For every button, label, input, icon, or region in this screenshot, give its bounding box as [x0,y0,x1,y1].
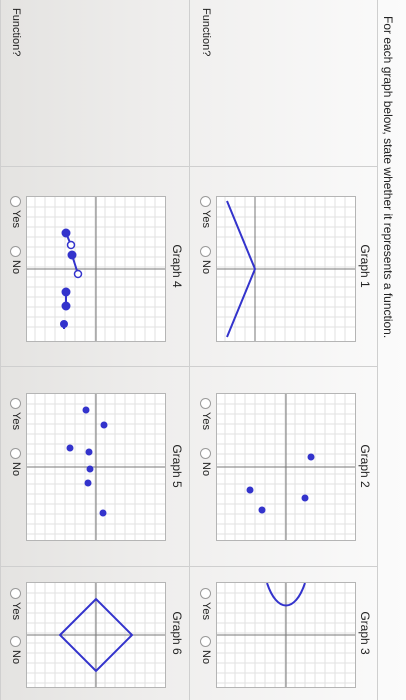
graph-2-plot [217,394,355,540]
graph-4-closed-endpoint [61,287,71,297]
graph-4-open-endpoint [66,240,76,250]
graph-5-no-label: No [10,462,22,477]
graph-6-curve [58,597,134,673]
graph-6-no-label: No [10,650,22,665]
graph-5-point [82,406,90,414]
graph-2-no-option[interactable]: No [200,448,212,476]
graph-3 [216,582,356,688]
graph-4-no-label: No [10,260,22,275]
graph-4-open-endpoint [73,269,83,279]
graph-5-point [66,444,74,452]
graph-6-title: Graph 6 [170,611,184,655]
graph-4-no-option[interactable]: No [10,246,22,274]
function-label-row-1: Function? [200,8,212,57]
graph-3-curve [266,582,306,607]
graph-4-plot [27,197,165,341]
function-label-row-2: Function? [10,8,22,57]
graph-3-title: Graph 3 [358,611,372,655]
table-row-divider [189,0,190,700]
graph-4-title: Graph 4 [170,244,184,288]
graph-4-yes-option[interactable]: Yes [10,196,22,228]
graph-6-yes-label: Yes [10,602,22,620]
graph-6-yes-option[interactable]: Yes [10,588,22,620]
graph-table: Function? Function? Graph 1 Yes No Graph… [0,0,378,700]
graph-4-closed-endpoint [61,228,71,238]
table-col-divider-1 [0,166,378,167]
graph-5-point [99,509,107,517]
graph-1-no-radio[interactable] [200,246,212,257]
graph-2-yes-label: Yes [200,412,212,430]
graph-1 [216,196,356,342]
table-col-divider-3 [0,566,378,567]
graph-2-yes-radio[interactable] [200,398,212,409]
table-border-top [377,0,378,700]
graph-5-point [100,421,108,429]
graph-1-no-label: No [200,260,212,275]
table-col-divider-2 [0,366,378,367]
graph-4 [26,196,166,342]
graph-4-closed-endpoint [60,320,68,328]
graph-6-no-radio[interactable] [10,636,22,647]
graph-5-no-radio[interactable] [10,448,22,459]
graph-6-no-option[interactable]: No [10,636,22,664]
graph-1-yes-label: Yes [200,210,212,228]
graph-3-yes-label: Yes [200,602,212,620]
graph-5-point [84,479,92,487]
graph-1-yes-radio[interactable] [200,196,212,207]
graph-5-plot [27,394,165,540]
graph-5-yes-option[interactable]: Yes [10,398,22,430]
graph-2-title: Graph 2 [358,444,372,488]
graph-5 [26,393,166,541]
graph-4-closed-endpoint [67,250,77,260]
graph-2-point [307,453,315,461]
graph-4-yes-radio[interactable] [10,196,22,207]
graph-4-no-radio[interactable] [10,246,22,257]
graph-1-title: Graph 1 [358,244,372,288]
graph-5-point [86,465,94,473]
graph-1-plot [217,197,355,341]
graph-4-yes-label: Yes [10,210,22,228]
graph-4-closed-endpoint [61,301,71,311]
graph-2-point [246,486,254,494]
graph-3-plot [217,582,355,687]
graph-6 [26,582,166,688]
graph-5-title: Graph 5 [170,444,184,488]
graph-3-yes-radio[interactable] [200,588,212,599]
question-prompt: For each graph below, state whether it r… [381,16,395,339]
graph-5-point [85,448,93,456]
graph-5-yes-label: Yes [10,412,22,430]
graph-2-yes-option[interactable]: Yes [200,398,212,430]
graph-6-plot [27,583,165,687]
graph-2-no-radio[interactable] [200,448,212,459]
graph-2-point [258,506,266,514]
graph-3-no-radio[interactable] [200,636,212,647]
graph-1-no-option[interactable]: No [200,246,212,274]
graph-3-yes-option[interactable]: Yes [200,588,212,620]
table-border-bottom [0,0,1,700]
graph-3-no-label: No [200,650,212,665]
graph-6-yes-radio[interactable] [10,588,22,599]
graph-3-no-option[interactable]: No [200,636,212,664]
graph-1-curve [226,200,257,338]
graph-2-point [301,494,309,502]
graph-1-yes-option[interactable]: Yes [200,196,212,228]
graph-2-no-label: No [200,462,212,477]
graph-5-no-option[interactable]: No [10,448,22,476]
graph-2 [216,393,356,541]
graph-5-yes-radio[interactable] [10,398,22,409]
